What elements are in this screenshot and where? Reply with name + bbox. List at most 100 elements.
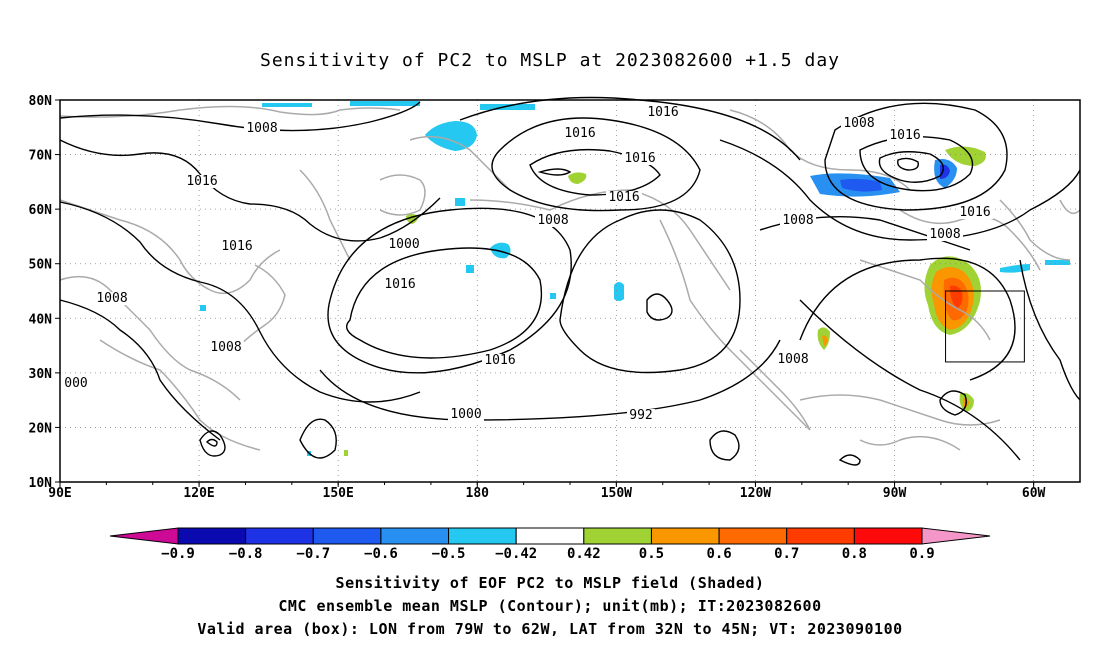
contour-label-bg	[841, 117, 877, 130]
colorbar-label: 0.6	[706, 546, 731, 562]
negative-patch	[200, 305, 206, 311]
lon-axis-labels: 90E 120E 150E 180 150W 120W 90W 60W	[48, 486, 1045, 501]
lat-label: 60N	[29, 203, 53, 218]
contour-label: 1000	[388, 237, 419, 252]
lat-label: 50N	[29, 258, 53, 273]
lon-label: 150E	[323, 486, 354, 501]
colorbar-segment	[245, 527, 314, 545]
contour-line	[939, 390, 967, 416]
colorbar-segment	[177, 527, 247, 545]
shaded-sensitivity	[200, 101, 1070, 456]
colorbar-label: 0.8	[842, 546, 867, 562]
contour-label: 1008	[210, 340, 241, 355]
contour-label: 1008	[843, 116, 874, 131]
colorbar-end-low	[109, 527, 179, 545]
colorbar-end-high	[921, 527, 991, 545]
contour-line	[559, 209, 741, 374]
coastlines	[59, 105, 1081, 451]
contour-label-bg	[645, 106, 681, 119]
contour-line	[59, 201, 421, 403]
contour-label: 1016	[564, 126, 595, 141]
contour-line	[59, 139, 441, 242]
contour-label-bg	[562, 127, 598, 140]
contour-label-bg	[622, 152, 658, 165]
positive-patch	[822, 335, 828, 346]
contour-label-bg	[94, 292, 130, 305]
negative-patch	[425, 121, 477, 151]
coastline	[59, 275, 241, 401]
colorbar-segment	[718, 527, 788, 545]
contour-label: 1008	[246, 121, 277, 136]
lon-label: 60W	[1022, 486, 1046, 501]
negative-patch	[480, 104, 535, 110]
contour-label: 1008	[929, 227, 960, 242]
contour-label-bg	[927, 228, 963, 241]
colorbar-label: 0.9	[909, 546, 934, 562]
contour-line	[878, 151, 944, 183]
contour-line	[59, 299, 221, 441]
colorbar-segment	[650, 527, 720, 545]
negative-patch	[614, 282, 624, 301]
contour-label: 1016	[384, 277, 415, 292]
coastline	[409, 135, 511, 191]
contour-label: 1008	[782, 213, 813, 228]
lon-label: 120E	[183, 486, 214, 501]
contour-label: 1016	[221, 239, 252, 254]
caption-shaded: Sensitivity of EOF PC2 to MSLP field (Sh…	[335, 574, 765, 592]
contour-line	[709, 430, 740, 461]
contour-line	[1019, 259, 1081, 401]
lat-label: 20N	[29, 421, 53, 436]
negative-patch	[840, 178, 882, 192]
contour-line	[491, 117, 701, 212]
contour-line	[346, 247, 543, 359]
contour-line	[646, 293, 673, 321]
contour-line	[199, 430, 226, 457]
coastline	[59, 199, 281, 295]
contour-line	[529, 148, 661, 196]
contour-label: 1016	[889, 128, 920, 143]
contour-label: 1016	[959, 205, 990, 220]
colorbar	[109, 527, 991, 545]
contour-label: 1008	[777, 352, 808, 367]
chart-title: Sensitivity of PC2 to MSLP at 2023082600…	[259, 50, 840, 71]
contour-label-bg	[775, 353, 811, 366]
negative-patch	[455, 198, 465, 206]
contour-line	[719, 139, 1081, 241]
contour-label: 000	[64, 376, 87, 391]
coastline	[999, 199, 1071, 261]
colorbar-label: −0.7	[296, 546, 330, 562]
contour-label-bg	[448, 408, 484, 421]
contour-line	[824, 102, 1008, 211]
coastline	[99, 339, 261, 451]
contour-label-bg	[62, 377, 90, 390]
negative-patch	[350, 101, 420, 106]
contour-line	[205, 438, 218, 447]
lat-label: 70N	[29, 149, 53, 164]
contour-line	[897, 157, 919, 171]
lat-label: 40N	[29, 312, 53, 327]
contour-label-bg	[386, 238, 422, 251]
plot-frame	[60, 100, 1080, 482]
colorbar-segment	[515, 527, 585, 545]
contour-label: 1016	[624, 151, 655, 166]
contour-line	[838, 454, 861, 466]
lon-label: 150W	[601, 486, 632, 501]
contour-label-bg	[244, 122, 280, 135]
contour-label: 1008	[96, 291, 127, 306]
colorbar-label: 0.7	[774, 546, 799, 562]
colorbar-segment	[380, 527, 450, 545]
contour-label-bg	[627, 409, 655, 422]
axis-ticks	[55, 99, 1035, 487]
lon-label: 120W	[740, 486, 771, 501]
contour-label-bg	[606, 191, 642, 204]
coastline	[234, 264, 286, 351]
contour-label-bg	[957, 206, 993, 219]
coastline	[859, 259, 991, 341]
colorbar-segment	[583, 527, 652, 545]
positive-patch	[945, 146, 986, 166]
colorbar-segment	[786, 527, 855, 545]
contour-label: 1000	[450, 407, 481, 422]
colorbar-labels: −0.9 −0.8 −0.7 −0.6 −0.5 −0.42 0.42 0.5 0.6 0.7 0.…	[161, 546, 935, 562]
lat-label: 30N	[29, 367, 53, 382]
